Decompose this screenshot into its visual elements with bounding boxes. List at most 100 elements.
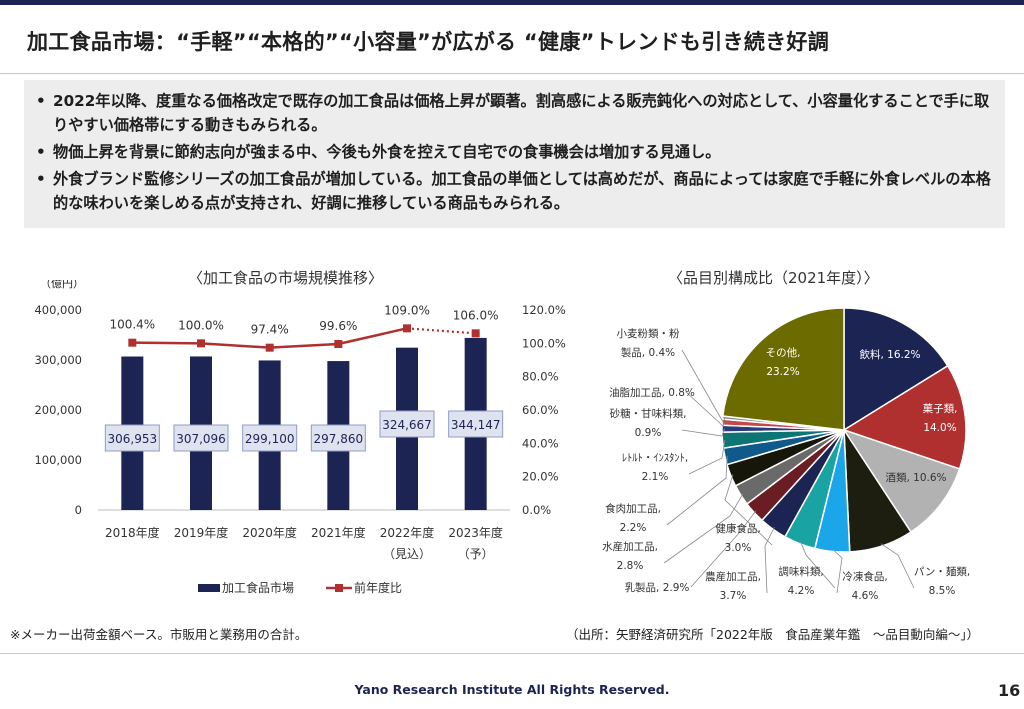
y-left-tick-label: 300,000 [34,353,82,367]
pie-label: 水産加工品, 2.8% [602,540,658,572]
pie-label: 調味料類, 4.2% [778,565,823,597]
pie-label: ﾚﾄﾙﾄ・ｲﾝｽﾀﾝﾄ, 2.1% [622,452,688,483]
bar-value-label: 299,100 [245,432,295,446]
summary-text: 物価上昇を背景に節約志向が強まる中、今後も外食を控えて自宅での食事機会は増加する… [53,143,721,161]
pie-label: 食肉加工品, 2.2% [605,502,661,534]
bar-value-box [104,424,160,452]
pie-label-line: 8.5% [929,585,956,597]
pie-leader-line [690,510,757,588]
pie-label-line: ﾚﾄﾙﾄ・ｲﾝｽﾀﾝﾄ, [622,452,688,464]
bar-value-box [310,424,366,452]
y-right-tick-label: 0.0% [522,503,551,517]
y-right-tick-label: 80.0% [522,370,559,384]
yoy-point [334,340,343,348]
x-tick-label: 2023年度 [448,525,503,540]
pie-label-line: 2.1% [642,471,669,483]
pie-leader-line [832,548,843,594]
pie-label-line: 4.6% [852,590,879,602]
x-tick-note: （見込） [383,547,431,561]
yoy-point [265,343,274,352]
pie-label-line: 冷凍食品, [842,570,887,583]
pie-leader-line [724,474,773,546]
summary-bullet: • 物価上昇を背景に節約志向が強まる中、今後も外食を控えて自宅での食事機会は増加す… [34,140,993,164]
pie-label-line: 小麦粉類・粉 [617,327,680,340]
yoy-value-label: 109.0% [384,303,430,317]
pie-label-line: 乳製品, 2.9% [625,581,690,594]
bullet-mark: • [36,143,46,161]
pie-label: 飲料, 16.2% [859,348,920,361]
footer-divider [0,653,1024,654]
copyright: Yano Research Institute All Rights Reser… [354,682,670,697]
pie-label: 乳製品, 2.9% [625,581,690,594]
pie-label: パン・麺類, 8.5% [914,565,970,597]
summary-bullet: • 2022年以降、度重なる価格改定で既存の加工食品は価格上昇が顕著。割高感による… [34,89,993,137]
pie-label: 砂糖・甘味料類, 0.9% [610,407,687,439]
summary-bullet: • 外食ブランド監修シリーズの加工食品が増加している。加工食品の単価としては高めだ… [34,167,993,215]
pie-label-line: 酒類, 10.6% [885,471,946,484]
top-accent-bar [0,0,1024,5]
pie-label-line: 食肉加工品, [605,502,661,515]
pie-label-line: 水産加工品, [602,540,658,553]
yoy-point [471,329,480,338]
yoy-value-label: 99.6% [319,319,357,333]
legend-line-label: 前年度比 [354,580,402,595]
pie-label-line: 農産加工品, [705,570,761,583]
pie-leader-line [800,541,836,589]
pie-label-line: 0.9% [635,427,662,439]
pie-slice-酒類 [842,428,961,534]
footnote: ※メーカー出荷金額ベース。市販用と業務用の合計。 [10,627,308,642]
y-right-tick-label: 100.0% [522,336,566,350]
x-tick-label: 2018年度 [105,525,160,540]
yoy-point [197,339,205,348]
legend-line-marker [335,584,343,592]
market-size-chart: （億円） 0 100,000 200,000 300,000 400,000 0.0% 20.… [34,280,566,595]
source-citation: （出所：矢野経済研究所「2022年版 食品産業年鑑 ～品目動向編～」） [566,627,980,642]
pie-label-line: 2.8% [617,560,644,572]
yoy-point [403,324,411,333]
pie-label-line: その他, [766,346,801,359]
pie-label: 冷凍食品, 4.6% [842,570,887,602]
yoy-value-label: 106.0% [453,308,499,322]
yoy-line-forecast [406,327,476,335]
bar-value-box [242,424,298,452]
pie-leader-line [666,455,728,526]
summary-text: 2022年以降、度重なる価格改定で既存の加工食品は価格上昇が顕著。割高感による販… [53,92,990,134]
summary-list: • 2022年以降、度重なる価格改定で既存の加工食品は価格上昇が顕著。割高感による… [34,89,993,215]
pie-leader-line [681,428,725,437]
bar-value-label: 307,096 [176,432,226,446]
pie-label-line: 23.2% [766,366,799,378]
pie-label: 酒類, 10.6% [885,471,946,484]
x-tick-label: 2021年度 [311,525,366,540]
pie-label-line: 飲料, 16.2% [859,348,920,361]
category-pie-chart: 飲料, 16.2% 菓子類, 14.0% 酒類, 10.6% パン・麺類, 8.5% 冷凍食… [602,307,970,602]
pie-label-line: 油脂加工品, 0.8% [609,386,695,399]
pie-slice-その他 [721,307,845,431]
pie-label: 小麦粉類・粉製品, 0.4% [617,327,680,359]
y-right-tick-label: 60.0% [522,403,559,417]
pie-slice-飲料 [843,307,949,432]
summary-text: 外食ブランド監修シリーズの加工食品が増加している。加工食品の単価としては高めだが… [53,170,991,212]
bar-value-box [173,424,229,452]
bar-value-box [448,410,504,438]
y-left-tick-label: 0 [75,503,82,517]
pie-label-line: 3.0% [725,542,752,554]
pie-label-line: パン・麺類, [914,565,970,578]
y-right-tick-label: 20.0% [522,470,559,484]
pie-label: 菓子類, 14.0% [923,403,958,434]
legend-bar-swatch [198,584,220,592]
pie-label-line: 4.2% [788,585,815,597]
pie-chart-title: 〈品目別構成比（2021年度）〉 [668,269,879,287]
bar-value-box [379,410,435,438]
pie-leader-line [681,349,726,423]
pie-label-line: 14.0% [923,422,956,434]
x-tick-label: 2022年度 [380,525,435,540]
pie-label-line: 2.2% [620,522,647,534]
pie-leader-line [880,543,915,589]
market-chart-title: 〈加工食品の市場規模推移〉 [188,269,384,287]
bar-value-label: 297,860 [314,432,364,446]
yoy-value-label: 100.0% [178,318,224,332]
x-tick-label: 2020年度 [242,525,297,540]
title-divider [0,73,1024,74]
yoy-point [128,338,137,347]
y-right-tick-label: 120.0% [522,303,566,317]
